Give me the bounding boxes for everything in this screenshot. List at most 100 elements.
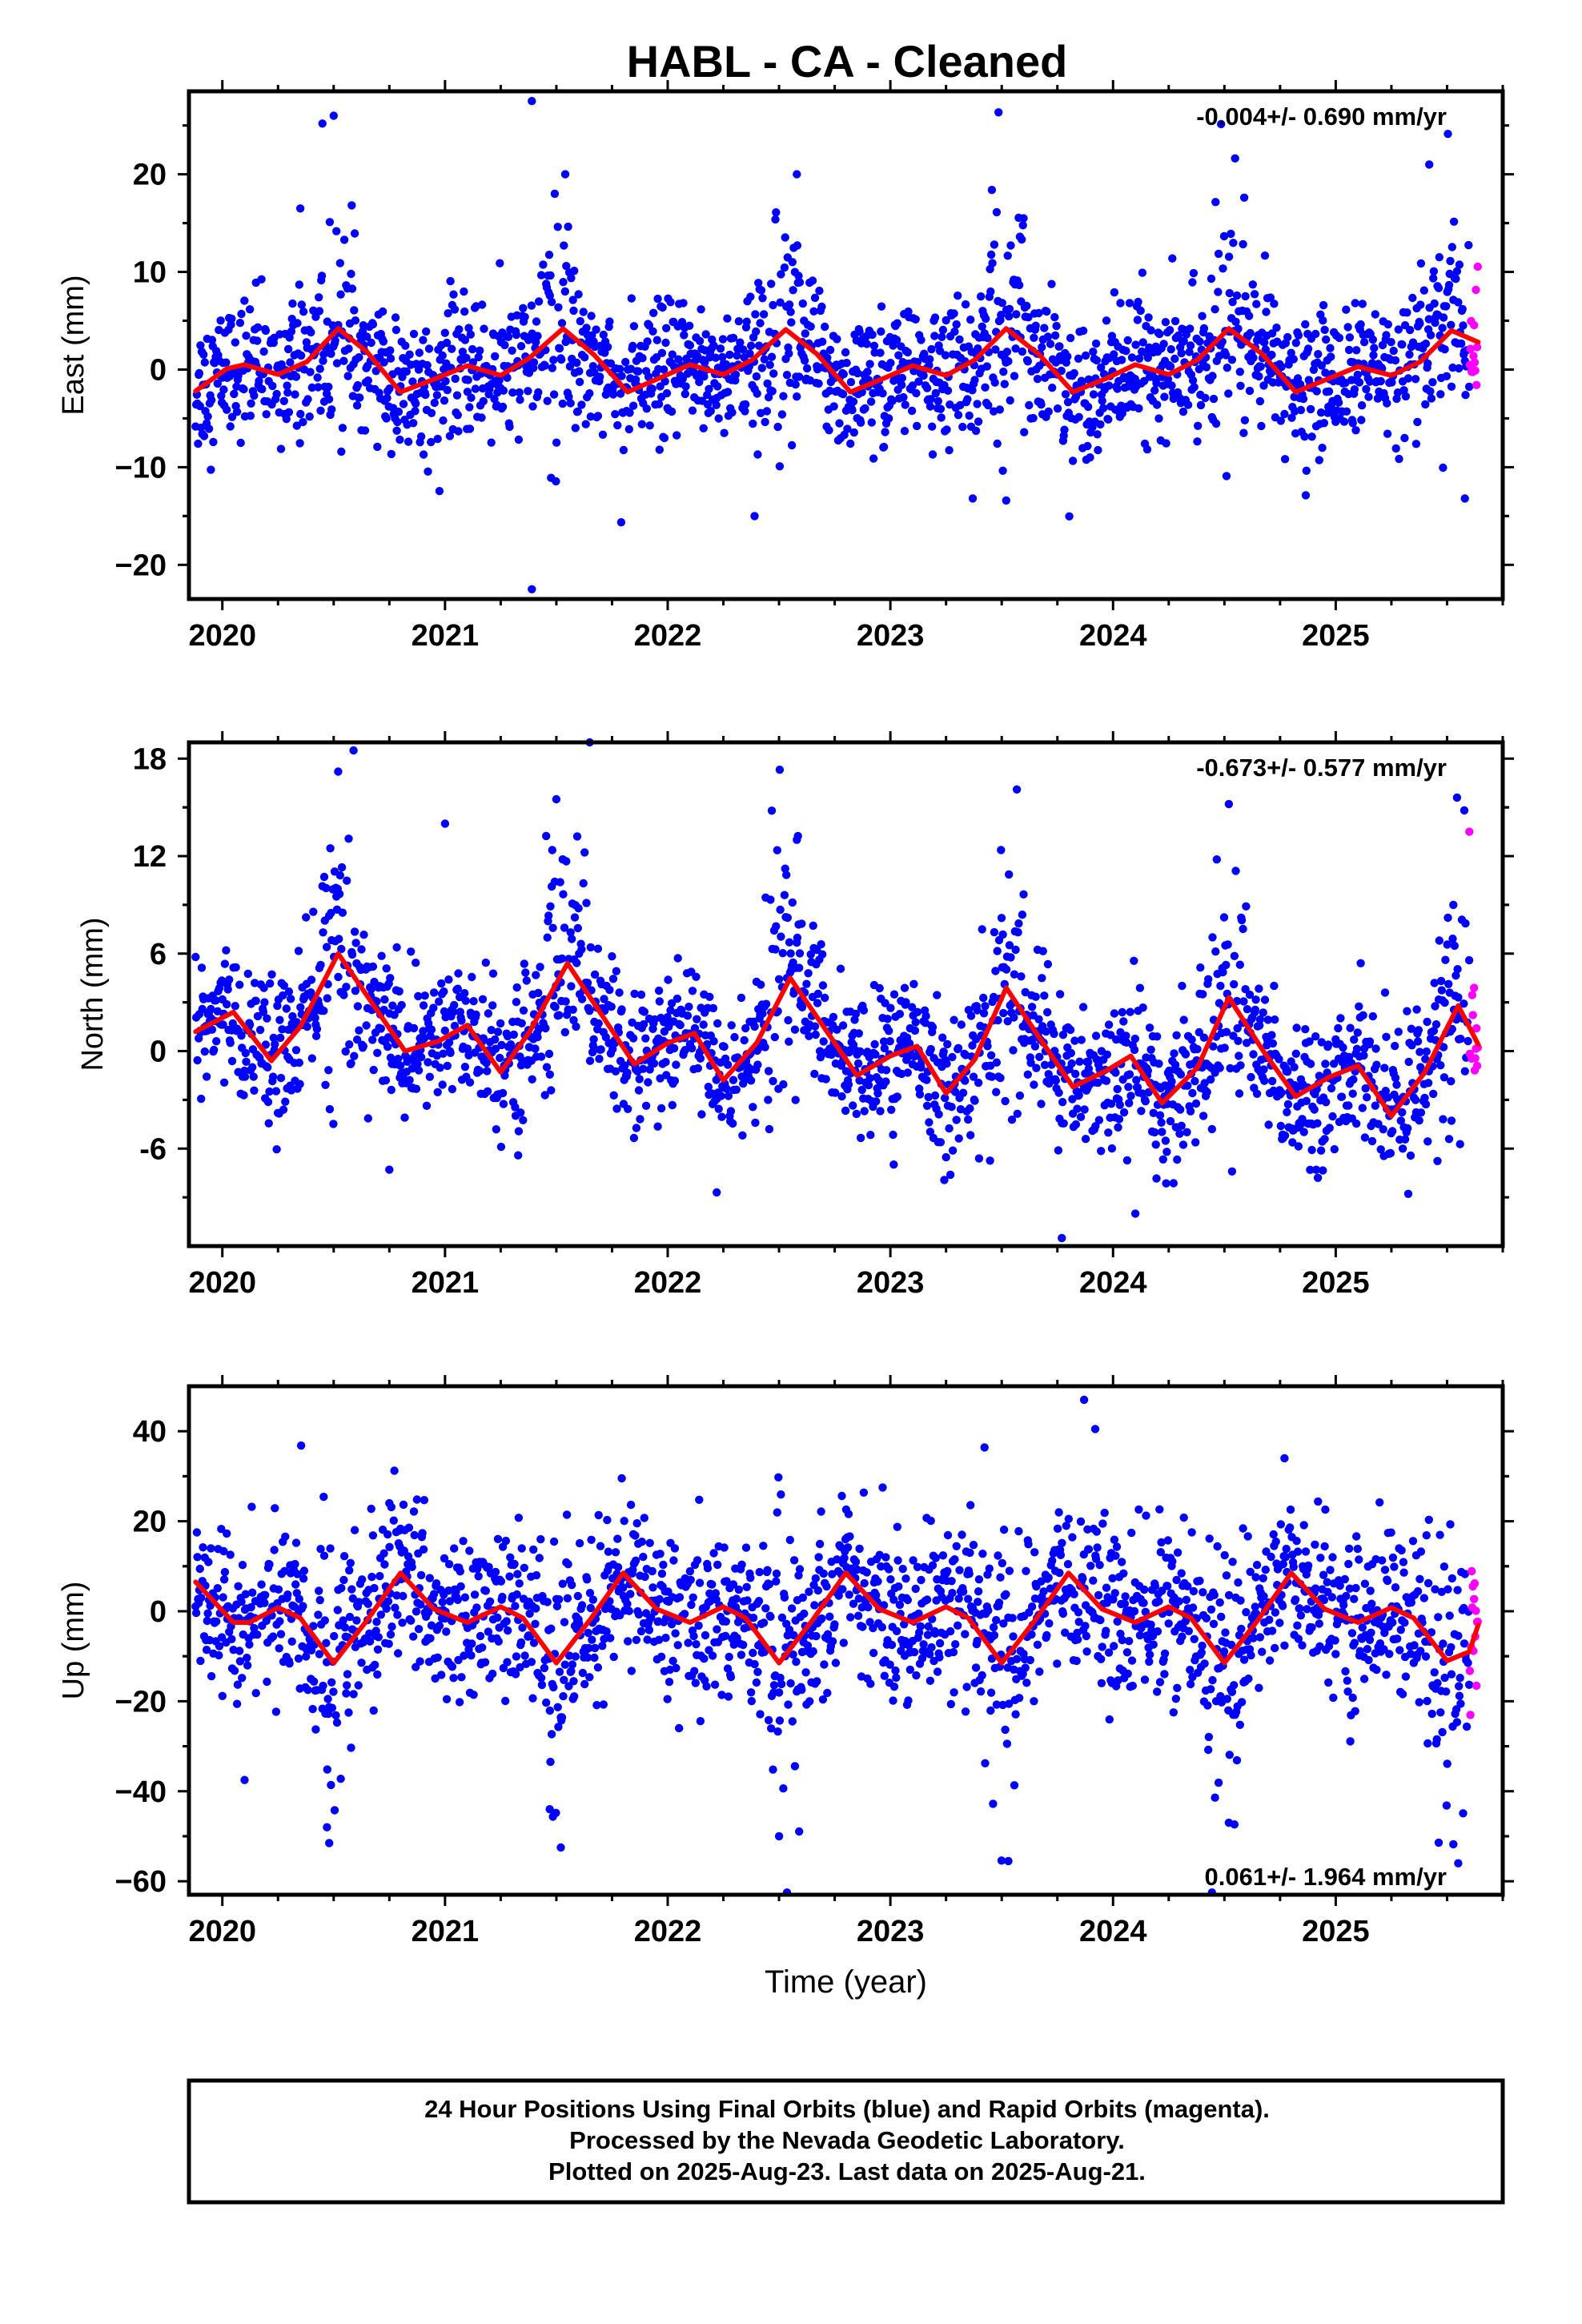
final-orbit-point [691, 1679, 700, 1687]
final-orbit-point [692, 1640, 701, 1649]
final-orbit-point [788, 1717, 797, 1726]
final-orbit-point [1243, 1005, 1252, 1014]
final-orbit-point [1431, 1020, 1441, 1029]
final-orbit-point [705, 384, 713, 393]
final-orbit-point [721, 1617, 730, 1626]
final-orbit-point [448, 1663, 457, 1671]
final-orbit-point [928, 450, 938, 459]
final-orbit-point [938, 332, 946, 341]
final-orbit-point [263, 1063, 272, 1072]
final-orbit-point [358, 1575, 367, 1584]
final-orbit-point [424, 467, 432, 476]
final-orbit-point [472, 1010, 480, 1019]
final-orbit-point [795, 1565, 805, 1574]
final-orbit-point [321, 1080, 330, 1090]
final-orbit-point [312, 1024, 322, 1034]
final-orbit-point [291, 1559, 299, 1569]
final-orbit-point [751, 1118, 760, 1128]
final-orbit-point [1464, 240, 1473, 250]
final-orbit-point [660, 365, 669, 374]
final-orbit-point [1046, 340, 1055, 348]
final-orbit-point [603, 1515, 612, 1525]
final-orbit-point [714, 1104, 723, 1113]
final-orbit-point [209, 437, 218, 447]
final-orbit-point [351, 939, 360, 947]
rapid-orbit-point [1468, 991, 1477, 999]
final-orbit-point [395, 987, 404, 996]
final-orbit-point [253, 323, 263, 332]
final-orbit-point [1219, 264, 1227, 273]
final-orbit-point [460, 307, 469, 316]
final-orbit-point [1348, 1089, 1357, 1098]
final-orbit-point [1461, 391, 1470, 400]
y-tick-label: 18 [133, 742, 167, 776]
final-orbit-point [737, 1651, 746, 1659]
final-orbit-point [1169, 1179, 1178, 1188]
final-orbit-point [1260, 338, 1269, 347]
final-orbit-point [540, 1663, 549, 1673]
final-orbit-point [412, 959, 420, 967]
final-orbit-point [785, 349, 793, 358]
final-orbit-point [459, 1537, 468, 1546]
final-orbit-point [580, 353, 589, 362]
final-orbit-point [227, 320, 235, 329]
final-orbit-point [700, 372, 709, 381]
final-orbit-point [790, 1025, 800, 1034]
final-orbit-point [387, 1622, 396, 1631]
final-orbit-point [336, 290, 345, 299]
final-orbit-point [453, 411, 462, 420]
final-orbit-point [1175, 1129, 1184, 1138]
final-orbit-point [1053, 404, 1062, 413]
final-orbit-point [367, 984, 375, 994]
final-orbit-point [590, 1643, 600, 1653]
final-orbit-point [1371, 1101, 1380, 1110]
final-orbit-point [1058, 1098, 1067, 1107]
final-orbit-point [337, 1583, 346, 1593]
final-orbit-point [508, 346, 516, 355]
final-orbit-point [729, 1076, 738, 1084]
final-orbit-point [257, 1580, 266, 1589]
final-orbit-point [1146, 1045, 1155, 1055]
final-orbit-point [1227, 229, 1235, 239]
final-orbit-point [283, 388, 292, 397]
final-orbit-point [760, 355, 769, 364]
final-orbit-point [562, 1510, 572, 1519]
final-orbit-point [409, 1507, 419, 1516]
final-orbit-point [429, 988, 439, 997]
final-orbit-point [634, 1086, 644, 1095]
final-orbit-point [426, 1634, 435, 1642]
final-orbit-point [596, 1542, 605, 1550]
final-orbit-point [931, 388, 941, 398]
final-orbit-point [709, 1037, 718, 1046]
final-orbit-point [199, 350, 208, 359]
final-orbit-point [709, 1003, 718, 1013]
final-orbit-point [606, 1634, 615, 1642]
final-orbit-point [1035, 1052, 1044, 1062]
final-orbit-point [323, 1695, 332, 1703]
final-orbit-point [669, 1043, 679, 1053]
final-orbit-point [479, 396, 488, 406]
final-orbit-point [363, 1599, 372, 1609]
final-orbit-point [773, 1727, 782, 1736]
final-orbit-point [427, 1025, 436, 1034]
panel-east: 2020 2021 2022 2023 2024 2025−20−1001020East … [57, 80, 1514, 653]
final-orbit-point [1260, 1076, 1269, 1085]
final-orbit-point [1283, 1108, 1291, 1117]
final-orbit-point [1138, 268, 1147, 277]
final-orbit-point [852, 1109, 861, 1119]
final-orbit-point [754, 341, 764, 350]
final-orbit-point [1250, 290, 1259, 299]
final-orbit-point [1371, 1044, 1380, 1053]
final-orbit-point [1411, 1096, 1420, 1104]
final-orbit-point [231, 1002, 239, 1011]
final-orbit-point [808, 276, 817, 285]
final-orbit-point [202, 1072, 211, 1081]
final-orbit-point [1229, 239, 1238, 247]
final-orbit-point [763, 1566, 772, 1574]
final-orbit-point [412, 1084, 421, 1093]
final-orbit-point [1099, 404, 1108, 412]
final-orbit-point [424, 344, 434, 353]
final-orbit-point [367, 1572, 376, 1582]
final-orbit-point [281, 1097, 290, 1106]
final-orbit-point [1207, 1124, 1217, 1134]
